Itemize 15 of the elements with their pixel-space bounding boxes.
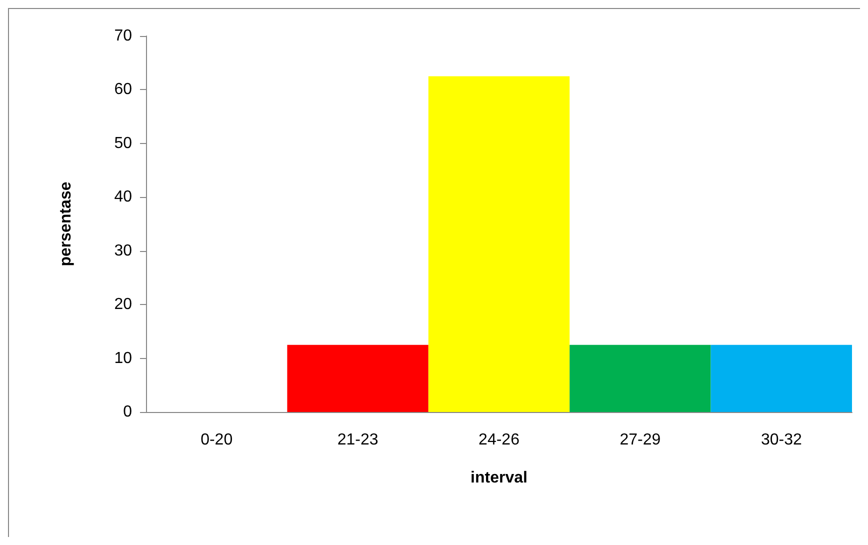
y-tick-label: 50 (114, 134, 132, 152)
y-axis-title: persentase (58, 182, 74, 266)
y-tick-label: 20 (114, 296, 132, 314)
y-tick-label: 0 (123, 404, 132, 420)
x-tick-label: 30-32 (760, 432, 802, 448)
x-tick-label: 0-20 (200, 432, 233, 448)
x-axis-title: interval (470, 470, 528, 486)
y-tick-label: 70 (114, 28, 132, 44)
y-tick-label: 10 (114, 350, 132, 367)
x-tick-label: 24-26 (478, 432, 520, 448)
x-tick-label: 27-29 (620, 432, 661, 448)
y-tick-label: 60 (114, 81, 132, 98)
x-tick-label: 21-23 (337, 432, 378, 448)
y-tick-label: 40 (114, 188, 132, 206)
y-tick-label: 30 (114, 242, 132, 260)
